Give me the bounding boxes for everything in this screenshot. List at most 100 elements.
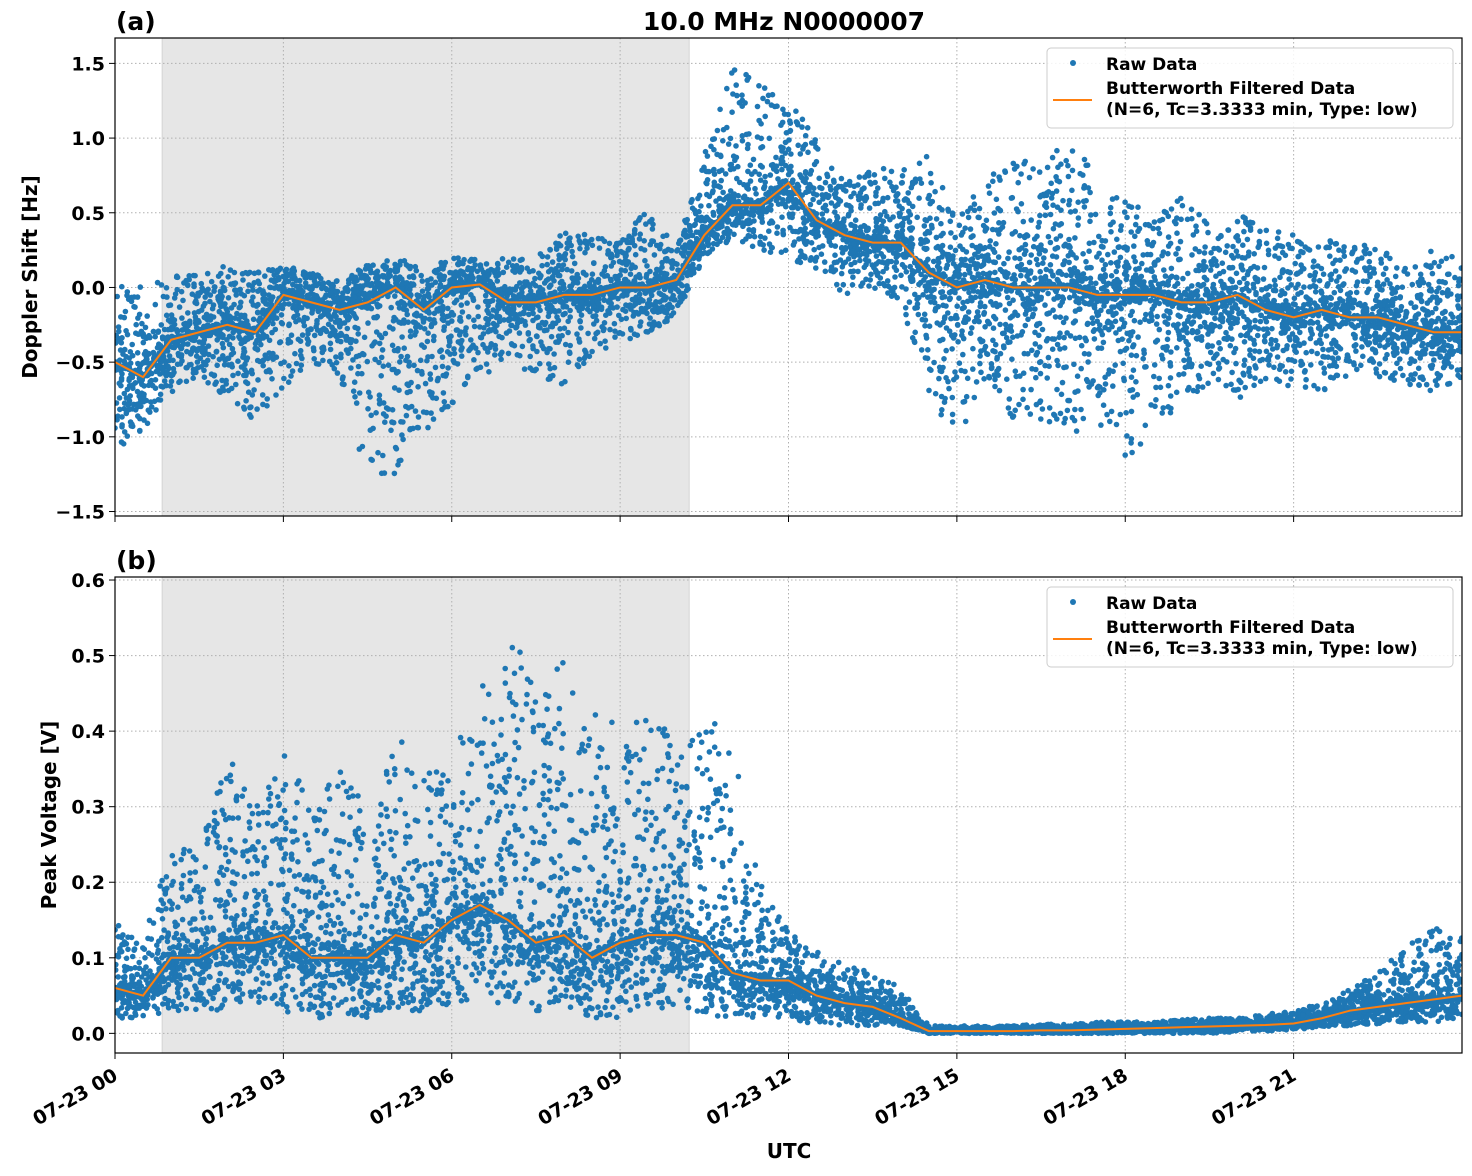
raw-data-point [903,312,909,318]
raw-data-point [375,450,381,456]
raw-data-point [680,245,686,251]
raw-data-point [803,133,809,139]
raw-data-point [803,169,809,175]
raw-data-point [960,211,966,217]
raw-data-point [438,272,444,278]
raw-data-point [283,276,289,282]
raw-data-point [734,176,740,182]
raw-data-point [597,341,603,347]
raw-data-point [947,290,953,296]
raw-data-point [605,273,611,279]
raw-data-point [382,284,388,290]
raw-data-point [920,292,926,298]
raw-data-point [433,365,439,371]
raw-data-point [902,216,908,222]
raw-data-point [264,334,270,340]
raw-data-point [780,197,786,203]
raw-data-point [845,237,851,243]
raw-data-point [176,380,182,386]
raw-data-point [527,337,533,343]
raw-data-point [889,169,895,175]
raw-data-point [127,376,133,382]
raw-data-point [940,337,946,343]
raw-data-point [314,361,320,367]
raw-data-point [567,314,573,320]
raw-data-point [484,361,490,367]
raw-data-point [717,184,723,190]
raw-data-point [935,264,941,270]
raw-data-point [773,155,779,161]
raw-data-point [585,331,591,337]
raw-data-point [547,366,553,372]
raw-data-point [290,368,296,374]
raw-data-point [452,279,458,285]
raw-data-point [457,318,463,324]
raw-data-point [780,230,786,236]
raw-data-point [442,404,448,410]
raw-data-point [459,302,465,308]
raw-data-point [534,349,540,355]
raw-data-point [762,114,768,120]
raw-data-point [455,255,461,261]
raw-data-point [885,278,891,284]
raw-data-point [874,261,880,267]
raw-data-point [353,275,359,281]
raw-data-point [478,335,484,341]
raw-data-point [554,314,560,320]
raw-data-point [824,172,830,178]
raw-data-point [768,249,774,255]
raw-data-point [486,369,492,375]
raw-data-point [963,319,969,325]
raw-data-point [687,223,693,229]
raw-data-point [260,288,266,294]
raw-data-point [153,302,159,308]
raw-data-point [715,224,721,230]
raw-data-point [425,291,431,297]
raw-data-point [685,286,691,292]
raw-data-point [163,383,169,389]
raw-data-point [226,356,232,362]
raw-data-point [162,327,168,333]
raw-data-point [350,297,356,303]
raw-data-point [964,394,970,400]
raw-data-point [279,312,285,318]
raw-data-point [648,290,654,296]
raw-data-point [905,321,911,327]
raw-data-point [335,370,341,376]
raw-data-point [135,294,141,300]
raw-data-point [863,194,869,200]
raw-data-point [704,169,710,175]
raw-data-point [369,457,375,463]
raw-data-point [169,373,175,379]
raw-data-point [760,219,766,225]
raw-data-point [135,315,141,321]
raw-data-point [314,318,320,324]
raw-data-point [355,331,361,337]
raw-data-point [119,375,125,381]
raw-data-point [592,336,598,342]
raw-data-point [566,359,572,365]
raw-data-point [899,284,905,290]
raw-data-point [710,188,716,194]
raw-data-point [522,366,528,372]
raw-data-point [281,359,287,365]
raw-data-point [614,304,620,310]
raw-data-point [501,270,507,276]
raw-data-point [941,271,947,277]
raw-data-point [977,304,983,310]
raw-data-point [544,262,550,268]
raw-data-point [180,298,186,304]
raw-data-point [494,313,500,319]
raw-data-point [406,383,412,389]
raw-data-point [636,274,642,280]
raw-data-point [851,223,857,229]
raw-data-point [745,169,751,175]
raw-data-point [715,128,721,134]
raw-data-point [735,193,741,199]
raw-data-point [322,294,328,300]
y-tick-label: −1.5 [55,502,105,524]
raw-data-point [540,320,546,326]
raw-data-point [961,336,967,342]
raw-data-point [128,349,134,355]
raw-data-point [960,352,966,358]
